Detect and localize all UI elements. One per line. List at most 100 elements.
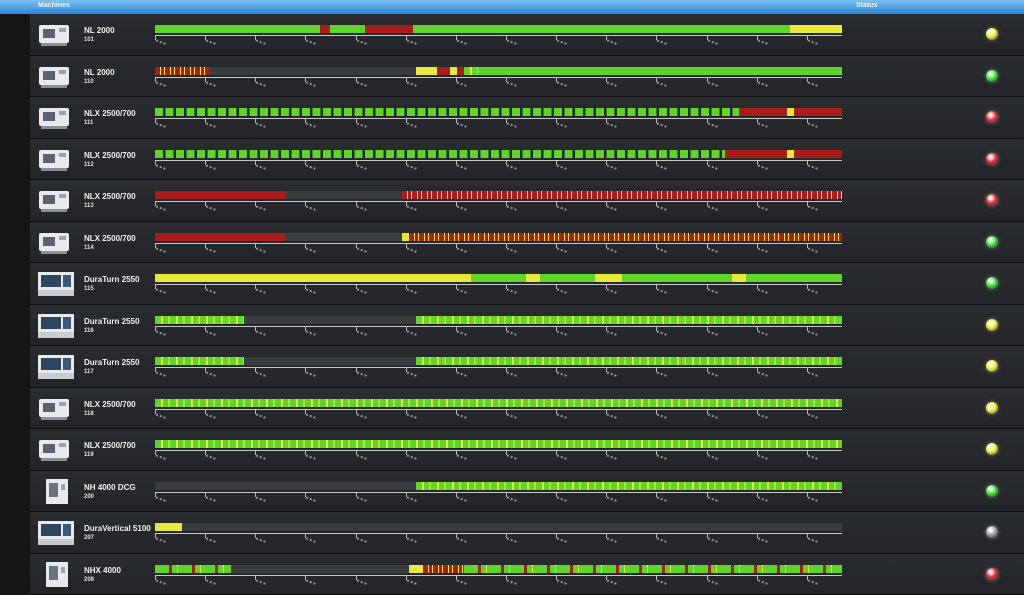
timeline-tick-label bbox=[304, 163, 317, 174]
timeline-tick-label bbox=[655, 329, 668, 340]
timeline-tick-label bbox=[204, 537, 216, 547]
timeline-segment bbox=[209, 66, 417, 75]
timeline-tick-label bbox=[705, 163, 718, 174]
timeline-tick bbox=[556, 202, 558, 206]
timeline-tick bbox=[556, 368, 558, 372]
timeline-tick-label bbox=[605, 80, 618, 91]
timeline-segment bbox=[244, 315, 417, 324]
timeline-axis bbox=[155, 242, 842, 244]
timeline-tick-label bbox=[455, 80, 467, 91]
timeline-tick-label bbox=[404, 122, 417, 132]
timeline-tick bbox=[205, 285, 207, 289]
timeline-tick bbox=[556, 451, 558, 455]
header-bar: Machines Status bbox=[0, 0, 1024, 14]
timeline-tick-label bbox=[455, 371, 467, 381]
timeline-tick bbox=[155, 575, 156, 580]
timeline-tick bbox=[756, 326, 758, 331]
timeline-tick-label bbox=[254, 80, 267, 91]
timeline-tick bbox=[205, 160, 207, 165]
machine-icon bbox=[39, 398, 69, 420]
timeline bbox=[155, 357, 842, 365]
timeline-segment bbox=[155, 523, 183, 531]
timeline-tick-label bbox=[756, 578, 768, 589]
timeline bbox=[155, 564, 842, 573]
timeline-tick bbox=[255, 409, 257, 414]
timeline-tick-label bbox=[455, 39, 467, 49]
timeline-axis bbox=[155, 201, 842, 202]
timeline-tick-label bbox=[655, 163, 668, 174]
timeline-segment bbox=[416, 315, 842, 324]
timeline-tick bbox=[155, 326, 156, 331]
timeline-tick bbox=[455, 368, 457, 372]
timeline-tick bbox=[355, 326, 357, 331]
timeline-tick-label bbox=[555, 80, 567, 91]
timeline-tick-label bbox=[354, 454, 367, 464]
timeline-tick bbox=[455, 202, 457, 206]
timeline-tick-label bbox=[705, 122, 718, 132]
machine-row: DuraTurn 2550 116 bbox=[30, 304, 1024, 346]
timeline-tick bbox=[405, 202, 407, 206]
timeline-tick bbox=[405, 409, 407, 414]
timeline-tick-label bbox=[806, 39, 818, 49]
timeline-tick bbox=[205, 492, 207, 497]
timeline-tick-label bbox=[806, 80, 818, 91]
timeline-axis bbox=[155, 574, 842, 576]
timeline-tick bbox=[405, 285, 407, 289]
timeline-tick bbox=[556, 534, 558, 538]
timeline-tick bbox=[706, 451, 708, 455]
timeline-tick-label bbox=[505, 246, 517, 257]
timeline-tick-label bbox=[756, 163, 768, 174]
timeline-segment bbox=[244, 357, 417, 365]
timeline-tick-label bbox=[304, 537, 317, 547]
timeline-tick-label bbox=[154, 537, 166, 547]
machine-id: 112 bbox=[84, 161, 94, 168]
machine-name: DuraTurn 2550 bbox=[84, 358, 140, 367]
timeline-tick-label bbox=[354, 163, 367, 174]
timeline-tick bbox=[756, 77, 758, 82]
status-light bbox=[986, 484, 998, 497]
machine-name: DuraTurn 2550 bbox=[84, 275, 140, 284]
machine-id: 200 bbox=[84, 493, 95, 500]
timeline-tick bbox=[606, 202, 608, 206]
timeline-tick-label bbox=[756, 288, 768, 298]
timeline-tick bbox=[455, 160, 457, 165]
timeline-axis bbox=[155, 491, 842, 493]
timeline-tick bbox=[606, 36, 608, 40]
timeline-tick-label bbox=[655, 412, 668, 423]
timeline-tick-label bbox=[605, 246, 618, 257]
timeline-tick-label bbox=[354, 288, 367, 298]
timeline-tick bbox=[255, 534, 257, 538]
timeline-tick bbox=[656, 451, 658, 455]
timeline-axis bbox=[155, 76, 842, 78]
timeline-tick-label bbox=[705, 495, 718, 506]
timeline-tick-label bbox=[154, 329, 166, 340]
machine-row: NLX 2500/700 114 bbox=[30, 221, 1024, 263]
timeline-axis bbox=[155, 118, 842, 119]
timeline-tick-label bbox=[254, 39, 267, 49]
timeline-tick bbox=[255, 451, 257, 455]
timeline-tick-label bbox=[505, 454, 517, 464]
timeline-tick-label bbox=[756, 39, 768, 49]
timeline-axis bbox=[155, 450, 842, 451]
timeline-tick bbox=[506, 202, 508, 206]
status-light bbox=[986, 567, 998, 580]
timeline-tick-label bbox=[705, 80, 718, 91]
timeline-segment bbox=[436, 66, 451, 75]
timeline-tick bbox=[305, 575, 307, 580]
timeline-tick bbox=[355, 160, 357, 165]
timeline-tick bbox=[656, 36, 658, 40]
machine-row: NHX 4000 208 bbox=[30, 553, 1024, 595]
timeline-tick-label bbox=[705, 371, 718, 381]
status-light bbox=[986, 443, 998, 455]
timeline-tick-label bbox=[354, 80, 367, 91]
timeline-tick-label bbox=[254, 122, 267, 132]
timeline-tick bbox=[205, 451, 207, 455]
timeline-tick-label bbox=[806, 122, 818, 132]
timeline-segment bbox=[409, 564, 423, 573]
timeline-tick bbox=[606, 160, 608, 165]
status-light bbox=[986, 318, 998, 331]
timeline-tick-label bbox=[605, 495, 618, 506]
timeline-tick-label bbox=[404, 495, 417, 506]
timeline-tick-label bbox=[404, 454, 417, 464]
machine-name: NLX 2500/700 bbox=[84, 192, 136, 201]
